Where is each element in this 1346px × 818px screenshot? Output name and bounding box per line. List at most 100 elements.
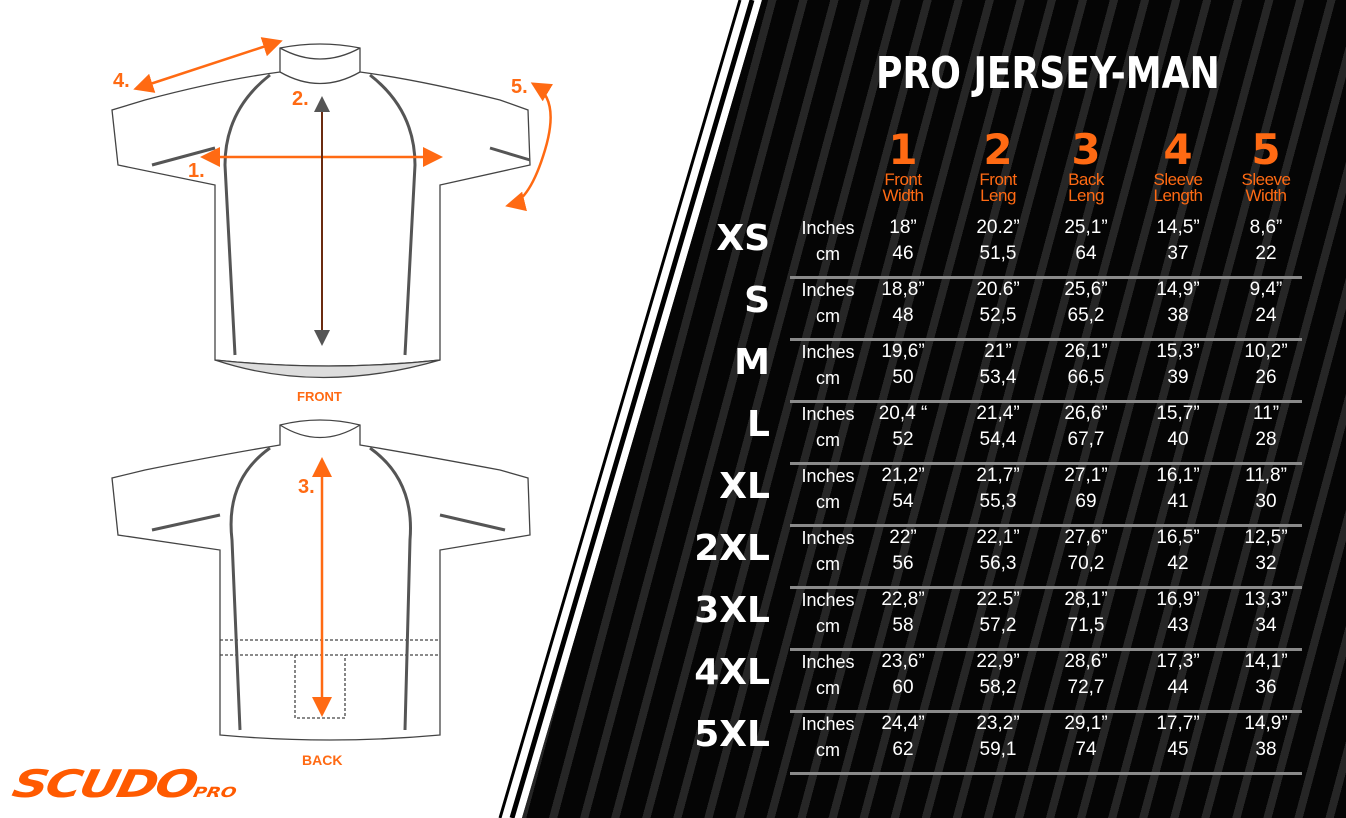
cell-inches: 13,3” [1244, 589, 1288, 610]
cell-cm: 37 [1167, 243, 1189, 264]
cell-inches: 25,1” [1064, 217, 1108, 238]
column-label: Front [884, 170, 922, 189]
cell-cm: 56 [892, 553, 914, 574]
cell-inches: 22.5” [976, 589, 1020, 610]
size-label: S [744, 280, 770, 321]
cell-inches: 27,6” [1064, 527, 1108, 548]
cell-inches: 16,1” [1156, 465, 1200, 486]
column-header: 5 Sleeve Width [1221, 128, 1311, 205]
cell-cm: 57,2 [979, 615, 1017, 636]
sleeve-length-arrow [133, 37, 283, 93]
cell-cm: 38 [1167, 305, 1189, 326]
size-label: 4XL [694, 652, 770, 693]
cell-inches: 22” [889, 527, 917, 548]
cell-cm: 44 [1167, 677, 1189, 698]
cell-cm: 56,3 [979, 553, 1017, 574]
marker-5: 5. [511, 76, 528, 98]
cell-inches: 18,8” [881, 279, 925, 300]
cell-cm: 32 [1255, 553, 1277, 574]
cell-cm: 59,1 [979, 739, 1017, 760]
cell-inches: 20.6” [976, 279, 1020, 300]
unit-inches: Inches [801, 466, 855, 486]
size-label: M [734, 342, 770, 383]
column-label: Width [1245, 186, 1287, 205]
unit-inches: Inches [801, 404, 855, 424]
unit-inches: Inches [801, 342, 855, 362]
jersey-diagrams [111, 37, 554, 741]
cell-inches: 8,6” [1249, 217, 1283, 238]
column-label: Front [979, 170, 1017, 189]
cell-inches: 29,1” [1064, 713, 1108, 734]
cell-cm: 38 [1255, 739, 1277, 760]
cell-inches: 10,2” [1244, 341, 1288, 362]
marker-2: 2. [292, 88, 309, 110]
cell-cm: 42 [1167, 553, 1189, 574]
table-row: Inches cm 18” 46 20.2” 51,5 25,1” 64 14,5” 37 8,6”… [790, 214, 1302, 279]
cell-inches: 25,6” [1064, 279, 1108, 300]
unit-cm: cm [816, 616, 840, 636]
cell-inches: 16,5” [1156, 527, 1200, 548]
column-number: 2 [983, 125, 1013, 174]
size-label: 2XL [694, 528, 770, 569]
cell-inches: 14,5” [1156, 217, 1200, 238]
cell-cm: 54 [892, 491, 914, 512]
cell-inches: 12,5” [1244, 527, 1288, 548]
cell-inches: 28,6” [1064, 651, 1108, 672]
scudo-logo: SCUDOPRO [8, 762, 238, 806]
cell-cm: 70,2 [1067, 553, 1105, 574]
cell-cm: 69 [1075, 491, 1097, 512]
column-number: 1 [888, 125, 918, 174]
cell-cm: 50 [892, 367, 914, 388]
column-label: Sleeve [1153, 170, 1203, 189]
cell-cm: 51,5 [979, 243, 1017, 264]
cell-cm: 22 [1255, 243, 1277, 264]
cell-cm: 45 [1167, 739, 1189, 760]
table-row: Inches cm 20,4 “ 52 21,4” 54,4 26,6” 67,7 15,7” 4… [790, 400, 1302, 465]
table-row: Inches cm 23,6” 60 22,9” 58,2 28,6” 72,7 17,3” 44… [790, 648, 1302, 713]
cell-inches: 23,6” [881, 651, 925, 672]
cell-cm: 30 [1255, 491, 1277, 512]
cell-inches: 22,8” [881, 589, 925, 610]
cell-inches: 26,6” [1064, 403, 1108, 424]
cell-cm: 41 [1167, 491, 1189, 512]
cell-cm: 58 [892, 615, 914, 636]
cell-inches: 22,1” [976, 527, 1020, 548]
column-number: 4 [1163, 125, 1193, 174]
cell-cm: 24 [1255, 305, 1277, 326]
column-label: Sleeve [1241, 170, 1291, 189]
table-row: Inches cm 22,8” 58 22.5” 57,2 28,1” 71,5 16,9” 43… [790, 586, 1302, 651]
column-label: Back [1068, 170, 1104, 189]
front-label: FRONT [297, 389, 342, 404]
cell-inches: 14,9” [1156, 279, 1200, 300]
cell-inches: 21,2” [881, 465, 925, 486]
cell-cm: 40 [1167, 429, 1189, 450]
cell-cm: 48 [892, 305, 914, 326]
cell-inches: 16,9” [1156, 589, 1200, 610]
cell-inches: 20,4 “ [878, 403, 928, 424]
size-label: L [747, 404, 770, 445]
cell-inches: 28,1” [1064, 589, 1108, 610]
cell-inches: 11” [1252, 403, 1280, 424]
unit-inches: Inches [801, 280, 855, 300]
cell-cm: 36 [1255, 677, 1277, 698]
column-number: 3 [1071, 125, 1101, 174]
size-label: 5XL [694, 714, 770, 755]
cell-inches: 17,3” [1156, 651, 1200, 672]
cell-inches: 15,7” [1156, 403, 1200, 424]
size-label: 3XL [694, 590, 770, 631]
cell-cm: 52,5 [979, 305, 1017, 326]
cell-cm: 55,3 [979, 491, 1017, 512]
table-row: Inches cm 18,8” 48 20.6” 52,5 25,6” 65,2 14,9” 38… [790, 276, 1302, 341]
cell-cm: 62 [892, 739, 914, 760]
cell-inches: 26,1” [1064, 341, 1108, 362]
marker-1: 1. [188, 160, 205, 182]
table-row: Inches cm 24,4” 62 23,2” 59,1 29,1” 74 17,7” 45 14… [790, 710, 1302, 775]
cell-cm: 74 [1075, 739, 1097, 760]
unit-cm: cm [816, 678, 840, 698]
cell-inches: 17,7” [1156, 713, 1200, 734]
cell-inches: 27,1” [1064, 465, 1108, 486]
cell-inches: 14,9” [1244, 713, 1288, 734]
unit-inches: Inches [801, 528, 855, 548]
cell-inches: 24,4” [881, 713, 925, 734]
